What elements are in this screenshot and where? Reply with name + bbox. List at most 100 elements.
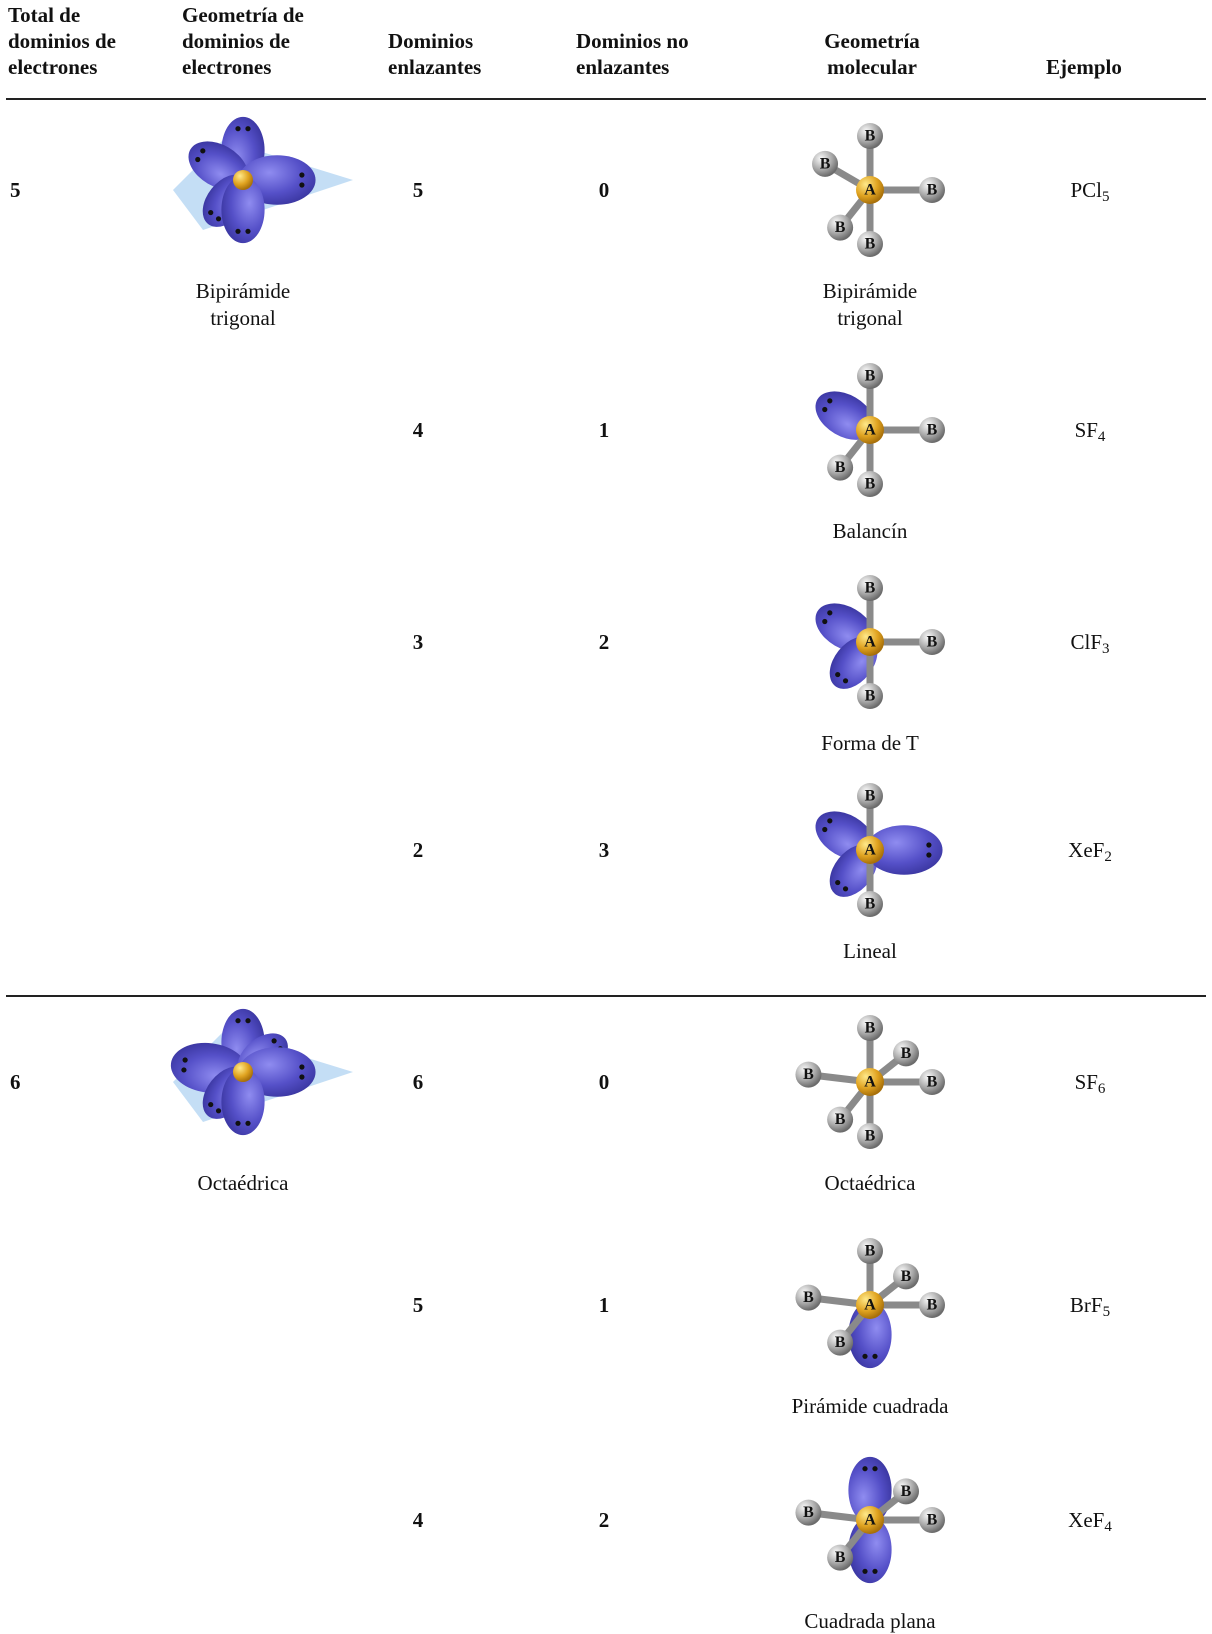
terminal-atom [919,417,945,443]
atom-label: B [927,1297,938,1314]
electron-dot [208,209,214,216]
atom-label: B [901,1483,912,1500]
header-text: Dominios no [576,29,689,53]
molecular-geometry-name: Cuadrada plana [804,1609,936,1633]
header-text: electrones [182,55,272,79]
atom-label: A [864,1297,876,1314]
formula-subscript: 6 [1097,1081,1106,1097]
electron-dot [245,228,251,234]
atom-label: B [835,1111,846,1128]
electron-dot [827,398,833,404]
example-formula: XeF4 [1068,1508,1112,1535]
electron-dot [872,1466,878,1472]
atom-label: B [803,1066,814,1083]
domain-geometry-name: Octaédrica [197,1171,289,1195]
terminal-atom [857,575,883,601]
header-rule [6,98,1206,100]
terminal-atom [857,471,883,497]
atom-label: B [865,580,876,597]
atom-label: B [835,459,846,476]
terminal-atom [795,1284,822,1311]
atom-label: B [927,634,938,651]
atom-label: B [835,1549,846,1566]
electron-dot [842,886,849,892]
bonding-domains: 3 [412,630,424,654]
formula-subscript: 2 [1104,849,1112,865]
central-atom [856,836,884,864]
electron-dot [835,879,841,886]
electron-dot [299,182,305,188]
atom-label: B [865,896,876,913]
atom-label: B [865,128,876,145]
atom-label: B [927,1512,938,1529]
example-formula: ClF3 [1070,630,1110,657]
central-atom [856,416,884,444]
electron-dot [835,671,841,678]
nonbonding-domains: 2 [598,1508,610,1532]
nonbonding-domains: 0 [598,1070,610,1094]
molecular-geometry-name: Pirámide cuadrada [791,1394,949,1418]
atom-label: B [803,1504,814,1521]
example-formula: SF6 [1074,1070,1106,1097]
lone-pair-lobe [221,1068,265,1136]
lone-pair-lobe [865,825,943,875]
nonbonding-domains: 1 [598,418,610,442]
atom-label: B [901,1268,912,1285]
molecule: A B B B [815,575,945,709]
molecule [170,1008,353,1136]
electron-dot [245,1120,251,1126]
terminal-atom [857,231,883,257]
nonbonding-domains: 0 [598,178,610,202]
molecule: A B B [815,783,943,917]
molecular-geometry-name: Octaédrica [824,1171,916,1195]
central-atom [856,176,884,204]
electron-dot [299,1074,305,1080]
atom-label: B [865,1020,876,1037]
electron-dot [181,1067,187,1073]
terminal-atom [919,177,945,203]
domain-geometry-name: trigonal [210,306,276,330]
atom-label: B [927,1074,938,1091]
atom-label: A [864,634,876,651]
terminal-atom [857,123,883,149]
header-text: molecular [827,55,917,79]
formula-subscript: 5 [1102,189,1110,205]
atom-label: B [865,476,876,493]
electron-dot [822,406,828,413]
electron-dot [235,228,241,234]
molecular-geometry-name: trigonal [837,306,903,330]
molecular-geometry-name: Lineal [843,939,897,963]
electron-dot [235,1018,241,1024]
electron-dot [926,852,932,858]
terminal-atom [795,1499,822,1526]
terminal-atom [795,1061,822,1088]
terminal-atom [919,1292,945,1318]
electron-dot [208,1101,214,1108]
header-text: Geometría [824,29,920,53]
header-text: Dominios [388,29,474,53]
header-text: Ejemplo [1046,55,1122,79]
electron-dot [182,1057,188,1063]
electron-dot [195,156,201,163]
electron-dot [215,1108,222,1114]
atom-label: B [835,219,846,236]
header-text: Total de [8,3,81,27]
bonding-domains: 5 [412,1293,424,1317]
terminal-atom [893,1040,920,1067]
electron-dot [872,1353,878,1359]
central-atom [233,170,253,190]
example-formula: PCl5 [1070,178,1110,205]
formula-subscript: 3 [1102,641,1110,657]
atom-label: A [864,182,876,199]
atom-label: B [865,1243,876,1260]
electron-dot [245,1018,251,1024]
lone-pair-lobe [221,176,265,244]
total-domains: 6 [10,1070,21,1094]
terminal-atom [857,783,883,809]
nonbonding-domains: 3 [598,838,610,862]
electron-dot [926,842,932,848]
